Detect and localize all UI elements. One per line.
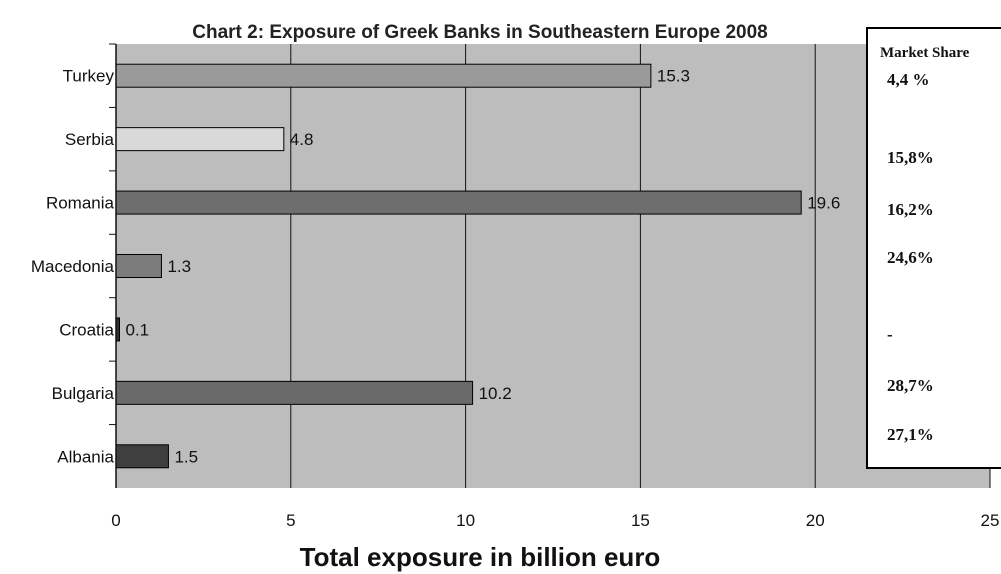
x-tick-label: 0 (111, 511, 120, 530)
market-share-value: 4,4 % (887, 70, 930, 89)
bars-group (109, 43, 802, 469)
bar-serbia (115, 127, 285, 152)
category-label: Bulgaria (52, 384, 115, 403)
plot-area (116, 44, 990, 488)
market-share-value: 15,8% (887, 148, 934, 167)
x-tick-label: 25 (981, 511, 1000, 530)
data-label: 0.1 (125, 320, 149, 339)
bar-bulgaria (115, 380, 474, 405)
chart-title: Chart 2: Exposure of Greek Banks in Sout… (192, 22, 767, 43)
category-label: Serbia (65, 130, 115, 149)
bar-albania (115, 444, 169, 469)
x-tick-label: 10 (456, 511, 475, 530)
data-label: 15.3 (657, 67, 690, 86)
market-share-value: 16,2% (887, 200, 934, 219)
market-share-value: 28,7% (887, 376, 934, 395)
market-share-value: 27,1% (887, 425, 934, 444)
data-label: 19.6 (807, 194, 840, 213)
data-label: 1.5 (174, 447, 198, 466)
category-label: Albania (57, 447, 114, 466)
market-share-values: 4,4 % 15,8% 16,2% 24,6% - 28,7% 27,1% (887, 70, 934, 444)
x-axis-ticks: 0 5 10 15 20 25 (111, 511, 999, 530)
market-share-box: Market Share 4,4 % 15,8% 16,2% 24,6% - 28,7% 2… (866, 27, 1001, 469)
x-tick-label: 5 (286, 511, 295, 530)
category-label: Macedonia (31, 257, 115, 276)
market-share-value: 24,6% (887, 248, 934, 267)
data-label: 10.2 (479, 384, 512, 403)
bar-turkey (115, 63, 652, 88)
data-label: 4.8 (290, 130, 314, 149)
market-share-header: Market Share (880, 45, 970, 61)
data-labels: 15.3 4.8 19.6 1.3 0.1 10.2 1.5 (125, 67, 840, 467)
category-label: Croatia (59, 320, 114, 339)
category-label: Turkey (63, 67, 115, 86)
bar-romania (115, 190, 802, 215)
market-share-panel (866, 27, 1001, 469)
market-share-value: - (887, 325, 893, 344)
bar-macedonia (115, 254, 162, 278)
category-labels: Turkey Serbia Romania Macedonia Croatia Bulga… (31, 67, 115, 467)
category-label: Romania (46, 194, 115, 213)
x-tick-label: 20 (806, 511, 825, 530)
data-label: 1.3 (167, 257, 191, 276)
x-axis-title: Total exposure in billion euro (300, 542, 661, 572)
x-tick-label: 15 (631, 511, 650, 530)
